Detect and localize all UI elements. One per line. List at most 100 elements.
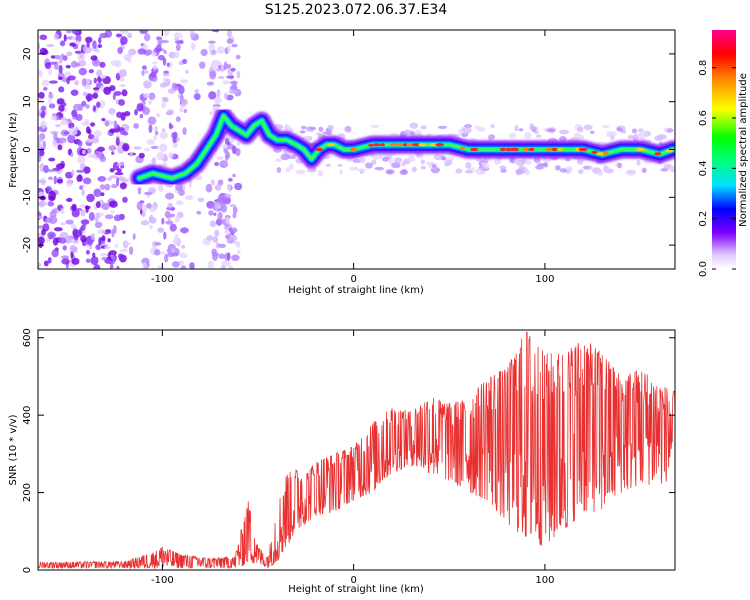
noise-blob: [124, 242, 132, 246]
ridge-hotspot: [665, 149, 674, 153]
noise-blob: [80, 209, 86, 217]
noise-blob: [141, 211, 146, 218]
noise-blob: [38, 126, 44, 132]
noise-blob: [154, 241, 162, 246]
noise-blob: [143, 92, 150, 98]
noise-blob: [493, 158, 502, 165]
noise-blob: [39, 47, 48, 56]
noise-blob: [224, 153, 229, 161]
noise-blob: [53, 227, 63, 232]
noise-blob: [74, 80, 79, 86]
noise-blob: [86, 40, 90, 48]
noise-blob: [216, 67, 221, 72]
noise-blob: [232, 212, 237, 219]
noise-blob: [636, 160, 641, 166]
noise-blob: [93, 264, 101, 269]
noise-blob: [220, 64, 225, 73]
noise-blob: [97, 229, 106, 235]
noise-blob: [43, 260, 49, 267]
noise-blob: [114, 243, 119, 248]
noise-blob: [118, 99, 125, 106]
noise-blob: [404, 129, 410, 136]
noise-blob: [420, 165, 426, 170]
noise-blob: [206, 235, 214, 241]
noise-blob: [275, 158, 283, 163]
noise-blob: [183, 109, 188, 114]
noise-blob: [174, 233, 179, 242]
noise-blob: [631, 128, 638, 134]
noise-blob: [90, 233, 96, 241]
noise-blob: [104, 245, 111, 250]
ridge-hotspot: [326, 143, 335, 147]
noise-blob: [83, 166, 91, 174]
noise-blob: [374, 166, 385, 171]
noise-blob: [79, 227, 83, 237]
noise-blob: [610, 135, 615, 141]
noise-blob: [167, 88, 176, 94]
noise-blob: [391, 162, 401, 169]
noise-blob: [169, 223, 177, 232]
noise-blob: [99, 103, 104, 107]
noise-blob: [63, 131, 71, 135]
noise-blob: [209, 70, 217, 80]
noise-blob: [185, 69, 189, 74]
noise-blob: [148, 92, 156, 101]
noise-blob: [110, 256, 117, 261]
noise-blob: [68, 123, 75, 129]
ridge-hotspots: [315, 143, 674, 156]
noise-blob: [529, 126, 539, 131]
noise-blob: [295, 169, 306, 175]
noise-blob: [173, 51, 180, 59]
noise-blob: [357, 168, 366, 172]
noise-blob: [77, 155, 86, 165]
noise-blob: [200, 48, 208, 57]
noise-blob: [139, 30, 149, 34]
noise-blob: [577, 126, 584, 133]
noise-blob: [80, 235, 87, 243]
ridge-hotspot: [499, 147, 506, 152]
noise-blob: [40, 105, 47, 111]
noise-blob: [371, 159, 377, 166]
noise-blob: [133, 123, 140, 129]
ridge-hotspot: [459, 146, 466, 150]
noise-blob: [113, 120, 118, 129]
noise-blob: [71, 30, 79, 35]
noise-blob: [214, 202, 219, 212]
noise-blob: [106, 177, 112, 181]
noise-blob: [164, 210, 171, 219]
noise-blob: [41, 228, 46, 236]
noise-blob: [141, 204, 148, 213]
noise-blob: [433, 153, 443, 161]
noise-blob: [38, 98, 43, 102]
noise-blob: [207, 260, 214, 269]
noise-blob: [597, 170, 604, 176]
noise-blob: [111, 228, 115, 238]
noise-blob: [525, 169, 530, 176]
noise-blob: [193, 93, 201, 101]
noise-blob: [465, 162, 472, 169]
noise-blob: [59, 40, 65, 46]
noise-blob: [110, 209, 115, 214]
noise-blob: [141, 262, 148, 269]
noise-blob: [69, 244, 77, 253]
noise-blob: [94, 150, 104, 158]
noise-blob: [487, 137, 493, 142]
noise-blob: [227, 185, 232, 193]
noise-blob: [231, 43, 238, 48]
noise-blob: [171, 261, 180, 268]
x-tick-label: -100: [151, 274, 174, 285]
noise-blob: [194, 175, 203, 181]
noise-blob: [190, 42, 196, 51]
noise-blob: [96, 243, 101, 251]
noise-blob: [231, 254, 240, 262]
noise-blob: [197, 197, 205, 203]
noise-blob: [79, 185, 83, 190]
snr-x-axis: -100 0 100: [151, 330, 554, 586]
noise-blob: [60, 222, 66, 226]
y-tick-label: 0: [22, 567, 33, 573]
noise-blob: [117, 47, 123, 55]
colorbar-tick-label: 0.6: [698, 110, 709, 126]
noise-blob: [123, 53, 132, 61]
noise-blob: [149, 214, 154, 223]
noise-blob: [147, 99, 153, 105]
